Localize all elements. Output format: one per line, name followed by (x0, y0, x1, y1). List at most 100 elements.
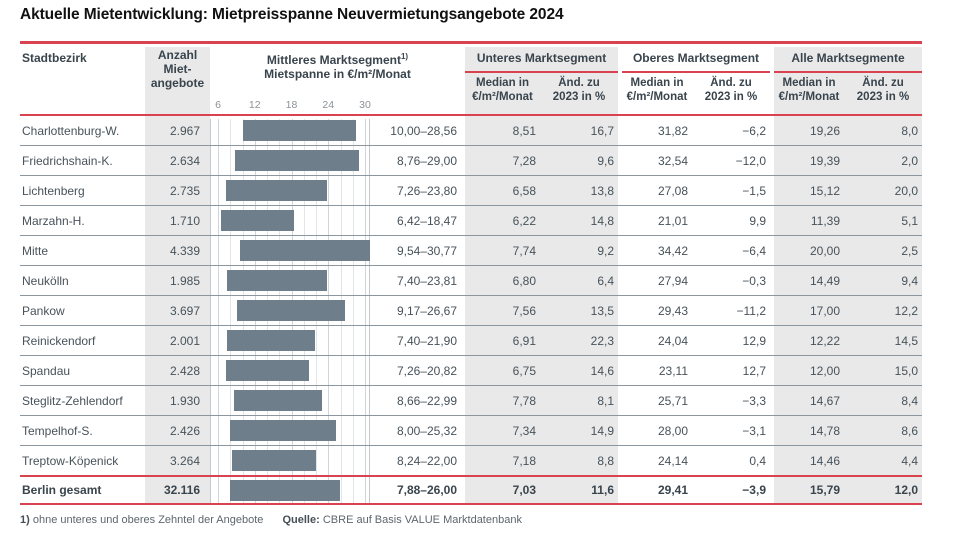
upper-change-cell: −3,1 (742, 423, 766, 438)
segment-header-upper: Oberes Marktsegment Median in €/m²/Monat … (622, 44, 770, 116)
rent-span-bar (237, 300, 345, 321)
axis-tick-label: 24 (322, 99, 335, 111)
table-row: Spandau 2.428 7,26–20,82 6,75 14,6 23,11… (20, 356, 922, 386)
district-cell: Friedrichshain-K. (22, 153, 113, 168)
all-median-cell: 12,00 (809, 363, 840, 378)
rent-span-bar (226, 330, 316, 351)
table-row: Neukölln 1.985 7,40–23,81 6,80 6,4 27,94… (20, 266, 922, 296)
rent-span-bar (230, 420, 337, 441)
rent-span-chart-cell (210, 296, 370, 325)
all-change-cell: 8,0 (901, 123, 918, 138)
lower-change-cell: 13,8 (590, 183, 614, 198)
lower-change-cell: 9,2 (597, 243, 614, 258)
district-cell: Neukölln (22, 273, 69, 288)
all-median-cell: 19,39 (809, 153, 840, 168)
rent-span-label-cell: 7,26–20,82 (396, 363, 457, 378)
source-text: CBRE auf Basis VALUE Marktdatenbank (322, 514, 522, 526)
all-median-cell: 17,00 (809, 303, 840, 318)
all-median-cell: 14,46 (809, 453, 840, 468)
rent-span-bar (229, 480, 341, 501)
table-row: Charlottenburg-W. 2.967 10,00–28,56 8,51… (20, 116, 922, 146)
offer-count-cell: 1.985 (169, 273, 200, 288)
axis-tick-label: 30 (359, 99, 371, 111)
district-cell: Tempelhof-S. (22, 423, 93, 438)
all-change-cell: 2,0 (901, 153, 918, 168)
chart-gridline (352, 119, 354, 505)
chart-gridline (218, 119, 219, 505)
table-row: Pankow 3.697 9,17–26,67 7,56 13,5 29,43 … (20, 296, 922, 326)
table-row: Mitte 4.339 9,54–30,77 7,74 9,2 34,42 −6… (20, 236, 922, 266)
district-cell: Spandau (22, 363, 71, 378)
district-cell: Reinickendorf (22, 333, 96, 348)
rent-span-label-cell: 8,66–22,99 (396, 393, 457, 408)
all-change-cell: 2,5 (901, 243, 918, 258)
rent-span-chart-cell (210, 386, 370, 415)
lower-median-cell: 7,18 (512, 453, 536, 468)
segment-label: Unteres Marktsegment (476, 51, 607, 65)
offer-count-cell: 1.710 (169, 213, 200, 228)
subheader-change: Änd. zu 2023 in % (704, 77, 758, 103)
lower-median-cell: 6,75 (512, 363, 536, 378)
axis-tick-label: 6 (215, 99, 221, 111)
column-band-all-segments (774, 47, 922, 505)
table-row: Marzahn-H. 1.710 6,42–18,47 6,22 14,8 21… (20, 206, 922, 236)
axis-tick-label: 12 (248, 99, 261, 111)
lower-median-cell: 8,51 (512, 123, 536, 138)
lower-change-cell: 22,3 (590, 333, 614, 348)
footnote-marker: 1) (20, 514, 30, 526)
rent-span-label-cell: 8,24–22,00 (396, 453, 457, 468)
footnote: 1) ohne unteres und oberes Zehntel der A… (20, 514, 522, 526)
lower-change-cell: 8,1 (597, 393, 614, 408)
segment-header-lower: Unteres Marktsegment Median in €/m²/Monat… (465, 44, 618, 116)
lower-change-cell: 14,6 (590, 363, 614, 378)
table-row: Tempelhof-S. 2.426 8,00–25,32 7,34 14,9 … (20, 416, 922, 446)
upper-change-cell: −3,9 (742, 483, 766, 497)
upper-median-cell: 32,54 (657, 153, 688, 168)
district-cell: Treptow-Köpenick (22, 453, 119, 468)
all-change-cell: 20,0 (894, 183, 918, 198)
lower-change-cell: 14,8 (590, 213, 614, 228)
column-band-lower-segment (465, 47, 618, 505)
rent-span-bar (234, 390, 323, 411)
district-cell: Berlin gesamt (22, 483, 102, 497)
chart-left-edge-line (210, 119, 211, 505)
upper-median-cell: 23,11 (658, 363, 688, 378)
source-label: Quelle: (282, 514, 320, 526)
offer-count-cell: 2.634 (169, 153, 200, 168)
rent-span-bar (225, 180, 328, 201)
offer-count-cell: 2.001 (169, 333, 200, 348)
lower-change-cell: 16,7 (590, 123, 614, 138)
upper-median-cell: 31,82 (657, 123, 688, 138)
table-row: Reinickendorf 2.001 7,40–21,90 6,91 22,3… (20, 326, 922, 356)
rent-span-chart-cell (210, 356, 370, 385)
table-row: Lichtenberg 2.735 7,26–23,80 6,58 13,8 2… (20, 176, 922, 206)
all-change-cell: 8,4 (901, 393, 918, 408)
upper-median-cell: 21,01 (657, 213, 688, 228)
upper-change-cell: 9,9 (749, 213, 766, 228)
footnote-text: ohne unteres und oberes Zehntel der Ange… (32, 514, 264, 526)
table-row: Treptow-Köpenick 3.264 8,24–22,00 7,18 8… (20, 446, 922, 476)
segment-underline (774, 71, 922, 73)
offer-count-header-line: Anzahl (157, 48, 198, 62)
rent-span-chart-cell (210, 206, 370, 235)
rent-span-label-cell: 8,00–25,32 (396, 423, 457, 438)
upper-median-cell: 29,43 (657, 303, 688, 318)
upper-change-cell: −6,4 (742, 243, 766, 258)
subheader-change: Änd. zu 2023 in % (856, 77, 910, 103)
table-row: Berlin gesamt 32.116 7,88–26,00 7,03 11,… (20, 475, 922, 505)
column-band-offer-count (145, 47, 210, 505)
rent-span-chart-cell (210, 116, 370, 145)
all-median-cell: 14,78 (809, 423, 840, 438)
upper-median-cell: 24,04 (657, 333, 688, 348)
column-header-district: Stadtbezirk (22, 51, 87, 65)
offer-count-cell: 2.426 (169, 423, 200, 438)
offer-count-cell: 1.930 (169, 393, 200, 408)
rent-span-label-cell: 9,17–26,67 (396, 303, 457, 318)
lower-change-cell: 11,6 (591, 483, 614, 497)
rent-span-label-cell: 7,88–26,00 (396, 483, 457, 497)
lower-median-cell: 7,34 (512, 423, 536, 438)
upper-change-cell: −12,0 (735, 153, 766, 168)
upper-median-cell: 34,42 (657, 243, 688, 258)
lower-change-cell: 13,5 (590, 303, 614, 318)
